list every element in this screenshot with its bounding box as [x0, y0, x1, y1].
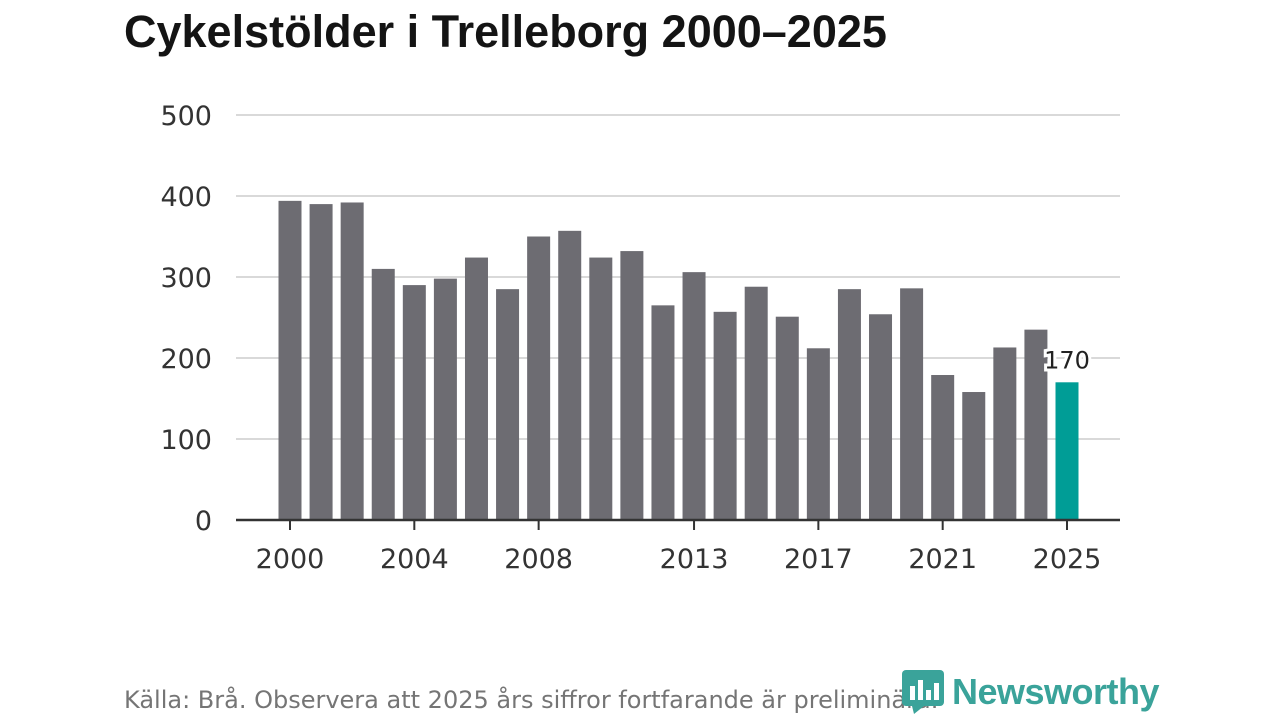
- bar-2023: [993, 347, 1017, 520]
- x-axis-ticks: 2000 2004 2008 2013 2017 2021 2025: [256, 520, 1102, 575]
- bar-2010: [589, 257, 613, 520]
- bar-2022: [962, 392, 986, 520]
- y-tick-label: 400: [160, 182, 212, 213]
- bar-2016: [775, 316, 799, 520]
- newsworthy-logo: Newsworthy: [902, 670, 1160, 714]
- bar-2001: [309, 204, 333, 520]
- bar-2008: [527, 236, 551, 520]
- x-tick-label: 2004: [380, 544, 449, 575]
- bar-2015: [744, 286, 768, 520]
- chart-title: Cykelstölder i Trelleborg 2000–2025: [124, 6, 887, 57]
- bar-2024: [1024, 329, 1048, 520]
- x-tick-label: 2017: [784, 544, 853, 575]
- y-tick-label: 0: [195, 506, 212, 537]
- bar-2006: [464, 257, 488, 520]
- y-axis-ticks: 0 100 200 300 400 500: [160, 101, 212, 537]
- bar-2004: [402, 285, 426, 520]
- bar-2021: [931, 375, 955, 520]
- y-tick-label: 100: [160, 425, 212, 456]
- bar-2025: [1055, 382, 1079, 520]
- x-tick-label: 2025: [1033, 544, 1102, 575]
- y-tick-label: 200: [160, 344, 212, 375]
- bar-2002: [340, 202, 364, 521]
- bar-2014: [713, 311, 737, 520]
- bar-2018: [837, 289, 861, 520]
- bar-2003: [371, 268, 395, 520]
- bars: [278, 200, 1079, 521]
- logo-text: Newsworthy: [952, 671, 1160, 712]
- bar-2012: [651, 305, 675, 520]
- gridlines: [236, 114, 1120, 440]
- x-tick-label: 2021: [908, 544, 977, 575]
- source-footnote: Källa: Brå. Observera att 2025 års siffr…: [124, 686, 939, 714]
- newsworthy-chart-icon: [902, 670, 944, 714]
- bar-2013: [682, 272, 706, 520]
- bar-2009: [558, 230, 582, 520]
- bar-2017: [806, 348, 830, 520]
- bar-2011: [620, 251, 644, 520]
- bar-chart: 0 100 200 300 400 500 2000 2004 2008 2013 2017 202…: [160, 101, 1120, 575]
- x-tick-label: 2008: [504, 544, 573, 575]
- y-tick-label: 500: [160, 101, 212, 132]
- bar-2019: [869, 314, 893, 520]
- bar-2000: [278, 200, 302, 521]
- y-tick-label: 300: [160, 263, 212, 294]
- bar-2005: [433, 278, 457, 520]
- bar-2020: [900, 288, 924, 520]
- bar-2007: [496, 289, 520, 520]
- highlight-data-label: 170: [1044, 346, 1090, 374]
- x-tick-label: 2000: [256, 544, 325, 575]
- x-tick-label: 2013: [660, 544, 729, 575]
